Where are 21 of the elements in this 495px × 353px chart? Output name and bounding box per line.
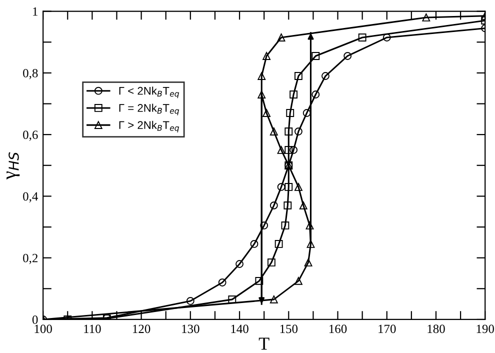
y-tick-label: 1 [33, 7, 38, 16]
x-tick-label: 110 [84, 324, 101, 334]
legend-label: Γ = 2Nk$_{B}$T$_{eq}$ [119, 104, 180, 116]
x-tick-label: 100 [34, 324, 52, 334]
y-tick-label: 0,2 [23, 254, 38, 264]
x-tick-label: 120 [133, 324, 150, 334]
x-tick-label: 140 [231, 324, 248, 334]
y-tick-label: 0 [32, 315, 38, 324]
legend-label: Γ > 2Nk$_{B}$T$_{eq}$ [119, 120, 180, 132]
x-tick-label: 160 [329, 324, 347, 334]
x-tick-label: 130 [182, 324, 200, 334]
y-tick-label: 0,8 [23, 68, 38, 80]
y-tick-label: 0,4 [23, 192, 38, 202]
legend-label: Γ < 2Nk$_{B}$T$_{eq}$ [119, 86, 180, 98]
x-axis-title: T [258, 338, 270, 350]
y-axis-title: γ$_{HS}$ [6, 152, 20, 180]
x-tick-label: 170 [378, 324, 396, 334]
x-tick-label: 150 [280, 324, 298, 334]
y-tick-label: 0,6 [23, 130, 38, 141]
x-tick-label: 190 [476, 324, 494, 334]
x-tick-label: 180 [428, 324, 445, 334]
